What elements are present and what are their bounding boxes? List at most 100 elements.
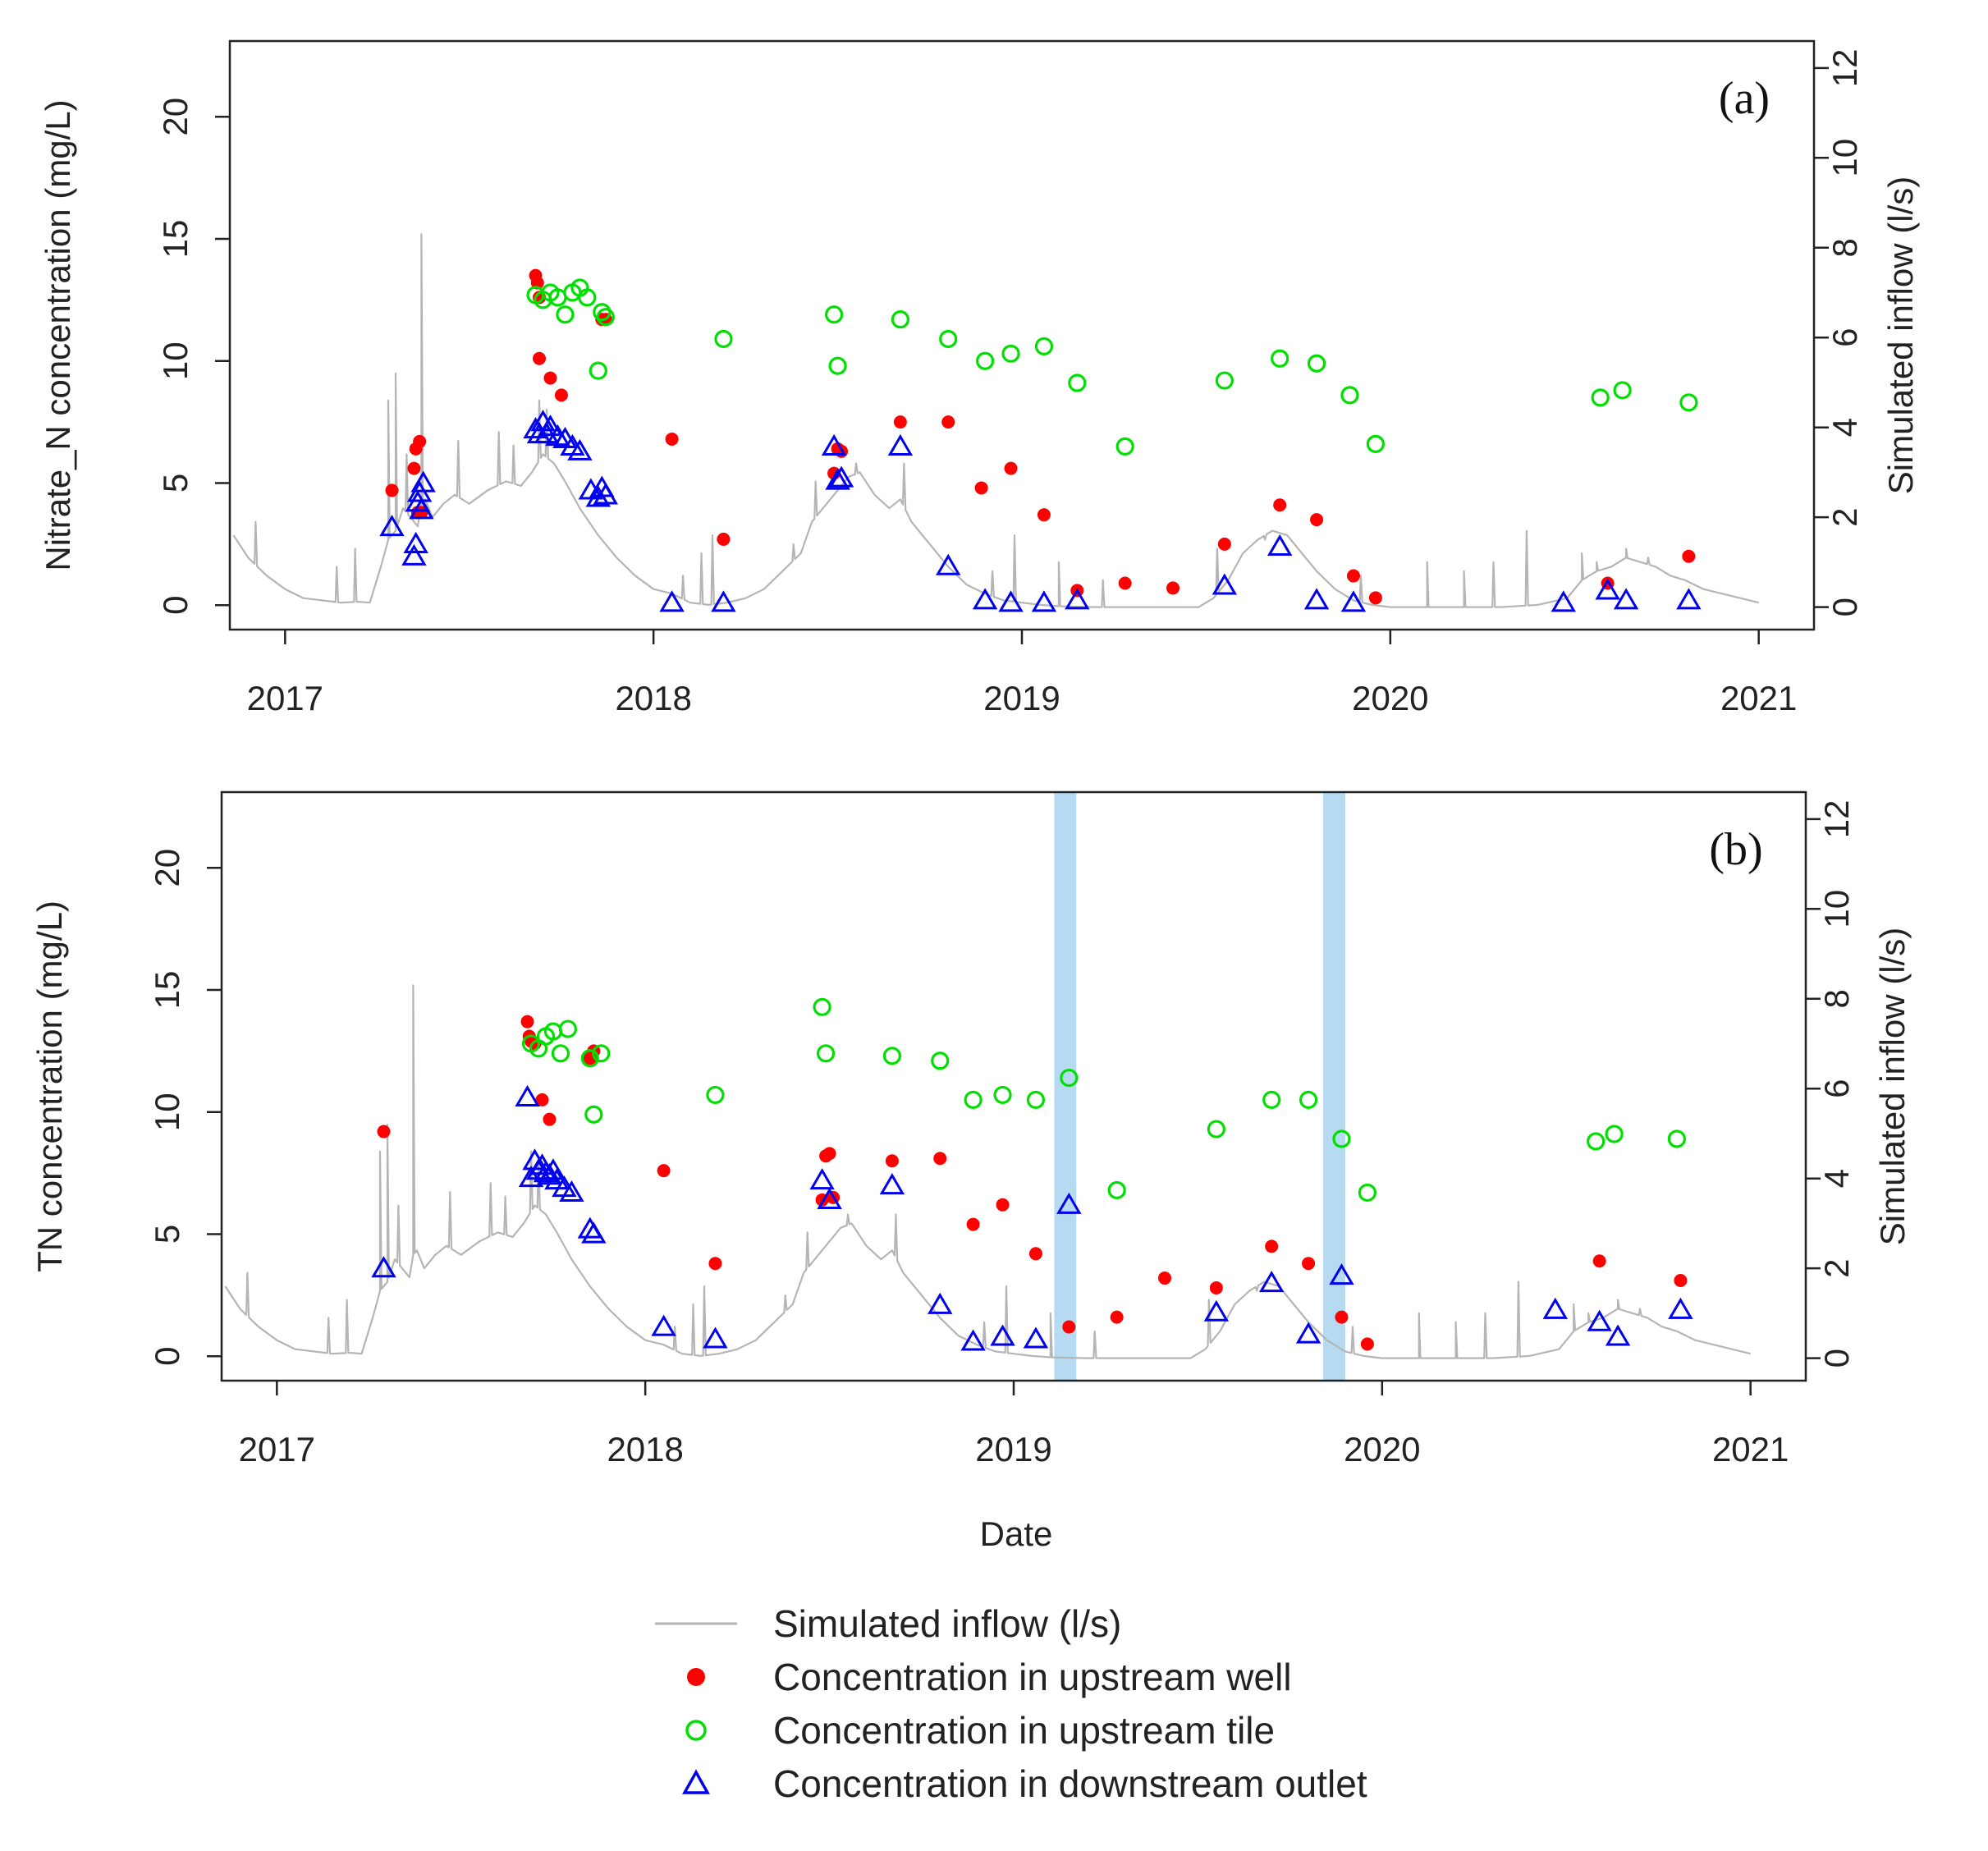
well-point xyxy=(1158,1271,1172,1285)
well-point xyxy=(1592,1254,1606,1268)
tile-point xyxy=(964,1090,983,1109)
x-axis-title: Date xyxy=(980,1514,1053,1553)
well-point xyxy=(933,1152,947,1166)
series-tile xyxy=(521,997,1687,1203)
outlet-point xyxy=(1023,1326,1049,1349)
tile-point xyxy=(993,1085,1012,1105)
highlight-band-1 xyxy=(1323,792,1345,1381)
outlet-point xyxy=(538,415,563,437)
outlet-point xyxy=(990,1324,1015,1346)
x-tick-label: 2021 xyxy=(1712,1430,1789,1468)
outlet-point xyxy=(379,515,405,537)
outlet-point xyxy=(403,531,428,553)
tile-point xyxy=(1034,337,1054,355)
tile-point xyxy=(1001,344,1020,363)
tile-point xyxy=(1613,381,1632,400)
tile-point xyxy=(816,1044,836,1063)
tile-point xyxy=(706,1085,725,1105)
outlet-point xyxy=(410,470,436,493)
y-axis-title: Nitrate_N concentration (mg/L) xyxy=(39,99,77,570)
series-outlet xyxy=(371,1084,1693,1351)
y2-tick-label: 6 xyxy=(1817,1079,1856,1098)
tile-point xyxy=(578,288,597,307)
well-point xyxy=(533,351,547,365)
tile-point xyxy=(714,329,733,349)
tile-point xyxy=(1262,1090,1281,1109)
outlet-point xyxy=(1613,588,1639,610)
outlet-point xyxy=(809,1168,835,1190)
y2-tick-label: 6 xyxy=(1825,328,1864,347)
tile-point xyxy=(1207,1120,1225,1139)
well-point xyxy=(1217,537,1231,551)
legend-well-label: Concentration in upstream well xyxy=(773,1656,1292,1698)
tile-point xyxy=(931,1051,950,1070)
y2-tick-label: 12 xyxy=(1825,48,1864,87)
tile-point xyxy=(596,308,615,327)
tile-point xyxy=(1307,354,1326,373)
outlet-point xyxy=(998,590,1024,612)
outlet-point xyxy=(1676,588,1702,610)
tile-point xyxy=(1026,1090,1046,1109)
well-point xyxy=(966,1217,980,1231)
well-point xyxy=(893,415,907,429)
y2-tick-label: 0 xyxy=(1825,598,1864,616)
tile-point xyxy=(558,1019,578,1038)
legend-well-symbol xyxy=(687,1668,705,1686)
inflow-line xyxy=(232,233,1759,608)
outlet-point xyxy=(1056,1192,1082,1214)
plot-frame xyxy=(220,790,1807,1382)
outlet-point xyxy=(401,543,427,566)
y2-tick-label: 4 xyxy=(1817,1169,1856,1188)
y-tick-label: 0 xyxy=(148,1347,186,1366)
outlet-point xyxy=(581,1221,607,1244)
outlet-point xyxy=(928,1292,953,1314)
tile-point xyxy=(1115,437,1134,456)
tile-point xyxy=(584,1105,603,1124)
tile-point xyxy=(939,329,958,349)
tile-point xyxy=(1679,393,1698,412)
outlet-point xyxy=(887,433,914,456)
outlet-point xyxy=(936,553,961,575)
well-point xyxy=(1028,1247,1042,1261)
inflow-line xyxy=(224,984,1751,1359)
well-point xyxy=(1062,1320,1076,1334)
y2-tick-label: 8 xyxy=(1817,989,1856,1008)
tile-point xyxy=(1667,1129,1687,1148)
series-well xyxy=(377,1015,1688,1351)
y-tick-label: 10 xyxy=(148,1093,186,1131)
tile-point xyxy=(556,305,575,324)
legend-outlet-symbol xyxy=(682,1769,710,1794)
well-point xyxy=(1118,576,1132,590)
well-point xyxy=(407,461,421,475)
y2-tick-label: 4 xyxy=(1825,418,1864,437)
y-tick-label: 15 xyxy=(156,220,195,259)
legend-tile-label: Concentration in upstream tile xyxy=(773,1709,1275,1752)
tile-point xyxy=(1366,434,1385,453)
tile-point xyxy=(580,1049,599,1068)
outlet-point xyxy=(1542,1297,1569,1319)
tile-point xyxy=(976,351,995,370)
y2-axis-title: Simulated inflow (l/s) xyxy=(1881,176,1920,494)
well-point xyxy=(1346,569,1360,583)
x-tick-label: 2017 xyxy=(247,679,323,717)
outlet-point xyxy=(518,1166,544,1188)
outlet-point xyxy=(409,497,434,520)
outlet-point xyxy=(651,1314,676,1336)
well-point xyxy=(822,1147,836,1161)
outlet-point xyxy=(1258,1271,1285,1293)
well-point xyxy=(543,1112,557,1126)
outlet-point xyxy=(371,1256,396,1278)
legend-outlet-label: Concentration in downstream outlet xyxy=(773,1762,1367,1805)
y2-tick-label: 8 xyxy=(1825,238,1864,257)
outlet-point xyxy=(1065,588,1090,610)
legend: Simulated inflow (l/s) Concentration in … xyxy=(655,1602,1367,1805)
well-point xyxy=(554,388,568,402)
tile-point xyxy=(1068,373,1087,392)
well-point xyxy=(974,481,988,495)
series-tile xyxy=(526,278,1698,456)
y2-tick-label: 10 xyxy=(1825,139,1864,177)
outlet-point xyxy=(821,433,847,456)
outlet-point xyxy=(515,1084,540,1106)
outlet-point xyxy=(1668,1297,1693,1319)
